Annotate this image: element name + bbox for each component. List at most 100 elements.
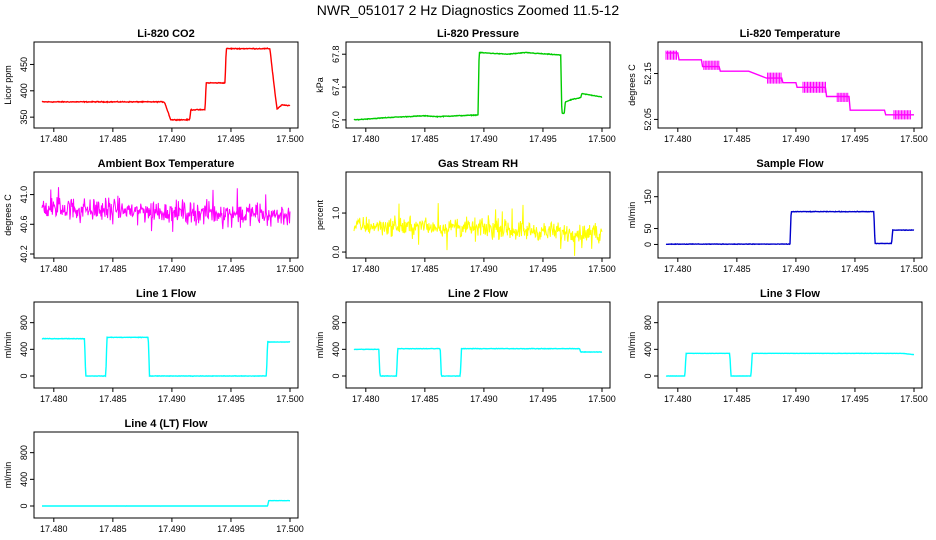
x-tick-label: 17.480 (664, 264, 692, 274)
x-tick-label: 17.500 (900, 264, 928, 274)
y-tick-label: 0 (19, 503, 29, 508)
x-tick-label: 17.480 (40, 264, 68, 274)
x-tick-label: 17.490 (158, 524, 186, 534)
y-tick-label: 41.0 (19, 186, 29, 204)
y-tick-label: 0 (331, 373, 341, 378)
x-tick-label: 17.500 (276, 524, 304, 534)
plot-frame-line-3-flow (657, 301, 923, 389)
x-tick-label: 17.485 (99, 524, 127, 534)
y-tick-label: 67.8 (331, 45, 341, 63)
y-tick-label: 400 (19, 342, 29, 357)
x-tick-label: 17.480 (40, 394, 68, 404)
data-line-li-820-pressure (353, 51, 603, 121)
y-tick-label: 40.6 (19, 216, 29, 234)
x-tick-label: 17.490 (158, 134, 186, 144)
panel-line-2-flow: Line 2 Flow 17.480 17.485 17.490 17.495 17.50… (315, 288, 616, 404)
panel-title-li-820-temperature: Li-820 Temperature (740, 28, 841, 40)
x-tick-label: 17.485 (411, 264, 439, 274)
x-tick-label: 17.500 (588, 134, 616, 144)
y-tick-label: 800 (19, 315, 29, 330)
y-tick-label: 40.2 (19, 245, 29, 263)
y-tick-label: 800 (331, 315, 341, 330)
data-line-line-3-flow (665, 352, 914, 377)
x-tick-label: 17.480 (40, 524, 68, 534)
x-tick-label: 17.490 (158, 394, 186, 404)
panel-gas-stream-rh: Gas Stream RH 17.480 17.485 17.490 17.495 17.… (315, 158, 616, 274)
data-line-sample-flow (665, 210, 915, 246)
x-tick-label: 17.495 (217, 524, 245, 534)
x-tick-label: 17.485 (99, 394, 127, 404)
panel-title-line-2-flow: Line 2 Flow (448, 288, 508, 300)
data-line-ambient-box-temperature (41, 187, 291, 232)
data-line-li-820-co2 (41, 47, 291, 122)
x-tick-label: 17.480 (352, 134, 380, 144)
panel-ambient-box-temperature: Ambient Box Temperature 17.480 17.485 17.49… (3, 158, 304, 274)
y-tick-label: 1.0 (331, 207, 341, 220)
plot-frame-line-1-flow (33, 301, 299, 389)
x-tick-label: 17.485 (99, 264, 127, 274)
plot-frame-li-820-temperature (657, 41, 923, 129)
plot-frame-line-2-flow (345, 301, 611, 389)
x-tick-label: 17.490 (782, 394, 810, 404)
panel-title-line-4-lt-flow: Line 4 (LT) Flow (125, 418, 208, 430)
x-tick-label: 17.500 (588, 264, 616, 274)
x-tick-label: 17.485 (411, 134, 439, 144)
y-tick-label: 52.05 (643, 108, 653, 131)
x-tick-label: 17.485 (723, 264, 751, 274)
data-line-li-820-temperature (666, 52, 914, 116)
y-axis-label-li-820-co2: Licor ppm (3, 65, 13, 105)
panel-title-gas-stream-rh: Gas Stream RH (438, 158, 518, 170)
y-tick-label: 450 (19, 57, 29, 72)
x-tick-label: 17.495 (217, 134, 245, 144)
x-tick-label: 17.490 (470, 264, 498, 274)
plot-frame-li-820-co2 (33, 41, 299, 129)
x-tick-label: 17.495 (529, 134, 557, 144)
panel-li-820-temperature: Li-820 Temperature 17.480 17.485 17.490 17.4… (627, 28, 928, 144)
plot-frame-sample-flow (657, 171, 923, 259)
y-tick-label: 0.0 (331, 246, 341, 259)
panel-sample-flow: Sample Flow 17.480 17.485 17.490 17.495 17.50… (627, 158, 928, 274)
y-tick-label: 0 (643, 373, 653, 378)
plot-frame-li-820-pressure (345, 41, 611, 129)
y-axis-label-li-820-temperature: degrees C (627, 64, 637, 106)
x-tick-label: 17.495 (529, 264, 557, 274)
y-axis-label-li-820-pressure: kPa (315, 77, 325, 93)
y-tick-label: 50 (643, 224, 653, 234)
y-tick-label: 400 (643, 342, 653, 357)
data-line-gas-stream-rh (353, 203, 603, 256)
y-tick-label: 400 (331, 342, 341, 357)
y-tick-label: 800 (19, 445, 29, 460)
y-tick-label: 67.0 (331, 111, 341, 129)
x-tick-label: 17.500 (588, 394, 616, 404)
x-tick-label: 17.495 (841, 264, 869, 274)
panel-line-4-lt-flow: Line 4 (LT) Flow 17.480 17.485 17.490 17.495… (3, 418, 304, 534)
y-tick-label: 52.15 (643, 62, 653, 85)
data-line-line-2-flow (353, 347, 603, 378)
y-axis-label-line-1-flow: ml/min (3, 332, 13, 359)
y-tick-label: 0 (19, 373, 29, 378)
y-axis-label-gas-stream-rh: percent (315, 199, 325, 230)
x-tick-label: 17.485 (99, 134, 127, 144)
x-tick-label: 17.480 (664, 394, 692, 404)
x-tick-label: 17.495 (841, 134, 869, 144)
plot-frame-ambient-box-temperature (33, 171, 299, 259)
y-tick-label: 67.4 (331, 78, 341, 96)
x-tick-label: 17.485 (411, 394, 439, 404)
x-tick-label: 17.480 (352, 394, 380, 404)
x-tick-label: 17.495 (217, 394, 245, 404)
panel-title-li-820-pressure: Li-820 Pressure (437, 28, 519, 40)
x-tick-label: 17.500 (276, 264, 304, 274)
x-tick-label: 17.500 (276, 394, 304, 404)
x-tick-label: 17.485 (723, 394, 751, 404)
figure-title: NWR_051017 2 Hz Diagnostics Zoomed 11.5-… (316, 2, 620, 18)
y-tick-label: 350 (19, 110, 29, 125)
x-tick-label: 17.490 (782, 134, 810, 144)
data-line-line-1-flow (41, 336, 291, 378)
panel-title-li-820-co2: Li-820 CO2 (137, 28, 194, 40)
panel-title-line-3-flow: Line 3 Flow (760, 288, 820, 300)
panel-line-1-flow: Line 1 Flow 17.480 17.485 17.490 17.495 17.50… (3, 288, 304, 404)
panel-li-820-co2: Li-820 CO2 17.480 17.485 17.490 17.495 17.500… (3, 28, 304, 144)
panel-title-line-1-flow: Line 1 Flow (136, 288, 196, 300)
x-tick-label: 17.490 (158, 264, 186, 274)
